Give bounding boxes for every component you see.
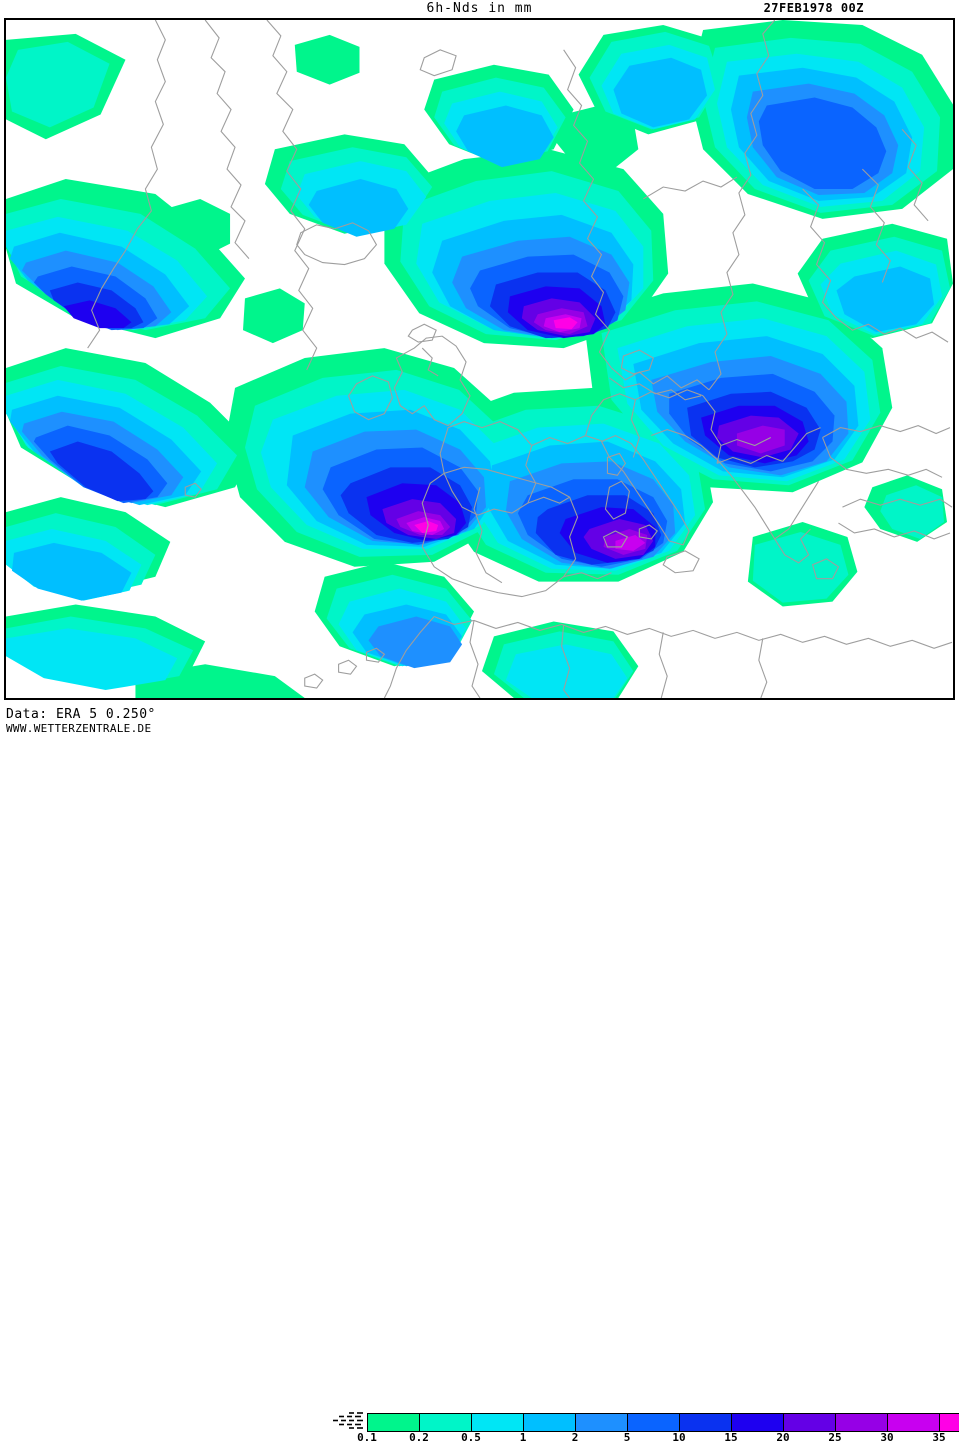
legend-tick-1: 1: [519, 1431, 527, 1444]
legend-swatch-35[interactable]: [940, 1414, 959, 1431]
legend-tick-35: 35: [932, 1431, 946, 1444]
legend-tick-20: 20: [776, 1431, 790, 1444]
map-header: 6h-Nds in mm 27FEB1978 00Z: [0, 0, 959, 18]
legend-tick-15: 15: [724, 1431, 738, 1444]
data-source-label: Data: ERA 5 0.250°: [6, 707, 156, 722]
legend-swatch-0.1[interactable]: [368, 1414, 420, 1431]
precipitation-field: [6, 20, 953, 698]
map-frame: [4, 18, 955, 700]
legend-tick-0.1: 0.1: [357, 1431, 377, 1444]
legend-tick-0.2: 0.2: [409, 1431, 429, 1444]
legend-swatch-0.5[interactable]: [472, 1414, 524, 1431]
legend-color-bar[interactable]: [367, 1413, 959, 1432]
legend-tick-labels: 0.10.20.5125101520253035404550: [331, 1431, 955, 1445]
page-title: 6h-Nds in mm: [426, 1, 533, 16]
legend-tick-2: 2: [571, 1431, 579, 1444]
legend-tick-5: 5: [623, 1431, 631, 1444]
legend-tick-0.5: 0.5: [461, 1431, 481, 1444]
legend-swatch-10[interactable]: [680, 1414, 732, 1431]
valid-datetime-label: 27FEB1978 00Z: [763, 1, 864, 15]
color-legend: 0.10.20.5125101520253035404550: [331, 1407, 959, 1444]
map-footer: Data: ERA 5 0.250° WWW.WETTERZENTRALE.DE: [0, 702, 959, 1444]
legend-swatch-2[interactable]: [576, 1414, 628, 1431]
legend-swatch-20[interactable]: [784, 1414, 836, 1431]
legend-swatch-1[interactable]: [524, 1414, 576, 1431]
legend-swatch-30[interactable]: [888, 1414, 940, 1431]
precipitation-map-canvas: [6, 20, 953, 698]
legend-swatch-15[interactable]: [732, 1414, 784, 1431]
precip-level-35: [414, 317, 578, 533]
dashed-wedge-icon: [333, 1412, 363, 1429]
legend-tick-25: 25: [828, 1431, 842, 1444]
legend-tick-10: 10: [672, 1431, 686, 1444]
website-label: WWW.WETTERZENTRALE.DE: [6, 722, 152, 735]
coastline-layer: [87, 20, 953, 698]
legend-swatch-0.2[interactable]: [420, 1414, 472, 1431]
legend-swatch-25[interactable]: [836, 1414, 888, 1431]
legend-swatch-5[interactable]: [628, 1414, 680, 1431]
credit-block: Data: ERA 5 0.250° WWW.WETTERZENTRALE.DE: [6, 707, 156, 736]
legend-tick-30: 30: [880, 1431, 894, 1444]
